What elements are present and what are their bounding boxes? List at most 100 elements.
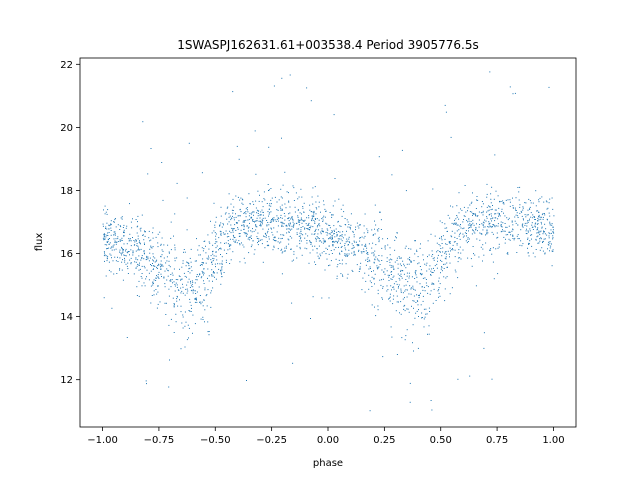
data-point: [280, 238, 282, 240]
data-point: [405, 284, 407, 286]
data-point: [288, 213, 290, 215]
data-point: [491, 218, 493, 220]
data-point: [378, 156, 380, 158]
data-point: [294, 206, 296, 208]
data-point: [293, 187, 295, 189]
data-point: [180, 292, 182, 294]
data-point: [237, 228, 239, 230]
data-point: [405, 289, 407, 291]
data-point: [418, 297, 420, 299]
data-point: [300, 218, 302, 220]
data-point: [167, 244, 169, 246]
data-point: [415, 312, 417, 314]
data-point: [335, 228, 337, 230]
data-point: [198, 245, 200, 247]
data-point: [486, 233, 488, 235]
data-point: [353, 250, 355, 252]
data-point: [239, 215, 241, 217]
data-point: [205, 295, 207, 297]
data-point: [104, 252, 105, 254]
data-point: [552, 238, 554, 240]
data-point: [112, 246, 114, 248]
data-point: [106, 260, 108, 262]
data-point: [459, 233, 461, 235]
data-point: [524, 222, 526, 224]
data-point: [395, 281, 397, 283]
data-point: [508, 238, 510, 240]
data-point: [449, 242, 451, 244]
data-point: [170, 249, 172, 251]
data-point: [332, 245, 334, 247]
data-point: [207, 321, 209, 323]
data-point: [376, 267, 378, 269]
data-point: [164, 302, 166, 304]
data-point: [485, 234, 486, 236]
data-point: [448, 241, 450, 243]
data-point: [351, 252, 353, 254]
data-point: [414, 317, 416, 319]
data-point: [423, 326, 425, 328]
data-point: [250, 246, 252, 248]
data-point: [450, 136, 452, 138]
data-point: [386, 261, 388, 262]
data-point: [413, 295, 415, 297]
data-point: [395, 310, 397, 312]
data-point: [103, 233, 105, 235]
data-point: [195, 293, 197, 294]
data-point: [475, 214, 477, 216]
data-point: [130, 249, 132, 251]
data-point: [241, 242, 242, 244]
data-point: [243, 226, 245, 228]
data-point: [117, 224, 119, 226]
data-point: [422, 300, 424, 302]
data-point: [280, 188, 282, 190]
data-point: [435, 300, 437, 301]
data-point: [238, 233, 240, 235]
data-point: [475, 213, 476, 215]
data-point: [400, 288, 402, 290]
data-point: [482, 244, 484, 246]
data-point: [431, 272, 433, 273]
data-point: [338, 238, 340, 240]
data-point: [257, 210, 259, 212]
data-point: [506, 226, 508, 228]
data-point: [235, 213, 236, 215]
data-point: [544, 252, 546, 254]
data-point: [150, 285, 152, 287]
data-point: [538, 211, 539, 213]
data-point: [469, 375, 471, 377]
data-point: [138, 241, 140, 243]
data-point: [104, 244, 106, 246]
data-point: [428, 254, 430, 256]
data-point: [119, 251, 120, 253]
data-point: [303, 211, 305, 213]
data-point: [129, 203, 130, 205]
data-point: [400, 269, 402, 271]
data-point: [130, 262, 132, 264]
data-point: [430, 274, 431, 276]
data-point: [187, 281, 189, 283]
data-point: [391, 279, 393, 280]
data-point: [293, 251, 295, 253]
data-point: [382, 238, 384, 240]
data-point: [508, 231, 510, 233]
data-point: [393, 288, 395, 290]
data-point: [288, 201, 290, 203]
data-point: [323, 200, 324, 202]
data-point: [390, 258, 392, 260]
data-point: [220, 206, 222, 208]
data-point: [153, 260, 154, 262]
data-point: [440, 259, 441, 261]
data-point: [472, 229, 473, 231]
data-point: [182, 327, 184, 329]
data-point: [507, 252, 509, 254]
data-point: [309, 252, 311, 254]
data-point: [196, 274, 198, 275]
data-point: [107, 232, 109, 234]
data-point: [379, 211, 381, 213]
data-point: [130, 263, 132, 265]
data-point: [408, 311, 410, 313]
data-point: [152, 246, 154, 248]
data-point: [431, 255, 433, 257]
data-point: [238, 240, 240, 242]
